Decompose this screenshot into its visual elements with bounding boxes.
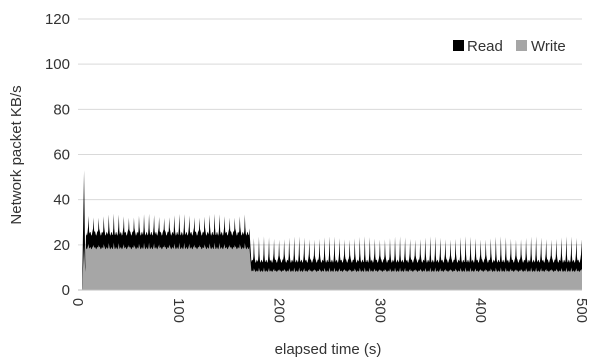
y-tick-labels: 0 20 40 60 80 100 120 <box>45 11 70 299</box>
legend-write-label: Write <box>531 38 566 55</box>
x-tick-label: 500 <box>573 298 590 323</box>
y-tick-label: 120 <box>45 11 70 28</box>
gridlines <box>78 18 582 246</box>
y-tick-label: 40 <box>53 192 70 209</box>
y-tick-label: 20 <box>53 237 70 254</box>
write-series-area <box>78 242 582 290</box>
x-tick-labels: 0 100 200 300 400 500 <box>69 298 590 323</box>
legend-read-label: Read <box>467 38 503 55</box>
y-tick-label: 100 <box>45 56 70 73</box>
x-tick-label: 100 <box>170 298 187 323</box>
x-tick-label: 300 <box>371 298 388 323</box>
legend-read-swatch <box>453 40 464 51</box>
y-tick-label: 80 <box>53 101 70 118</box>
x-tick-label: 0 <box>69 298 86 306</box>
y-tick-label: 60 <box>53 147 70 164</box>
x-tick-label: 200 <box>271 298 288 323</box>
y-tick-label: 0 <box>62 282 70 299</box>
x-tick-label: 400 <box>472 298 489 323</box>
legend: Read Write <box>453 38 566 55</box>
y-axis-title: Network packet KB/s <box>8 85 25 224</box>
legend-write-swatch <box>516 40 527 51</box>
plot-area <box>78 170 582 290</box>
x-axis-title: elapsed time (s) <box>275 341 382 358</box>
